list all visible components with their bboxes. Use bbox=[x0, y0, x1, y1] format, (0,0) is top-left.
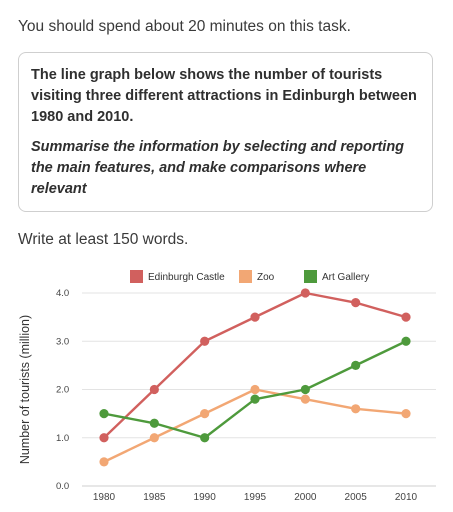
data-point bbox=[300, 394, 310, 404]
y-tick-label: 3.0 bbox=[56, 336, 69, 347]
task-instruction: Summarise the information by selecting a… bbox=[31, 139, 405, 197]
data-point bbox=[250, 312, 260, 322]
x-tick-label: 2000 bbox=[294, 492, 317, 503]
data-point bbox=[250, 394, 260, 404]
word-count-requirement: Write at least 150 words. bbox=[18, 231, 189, 248]
x-tick-label: 1985 bbox=[143, 492, 166, 503]
legend-swatch bbox=[304, 270, 317, 283]
data-point bbox=[149, 384, 159, 395]
data-point bbox=[200, 409, 210, 419]
y-tick-label: 2.0 bbox=[56, 385, 69, 396]
data-point bbox=[401, 409, 411, 419]
data-point bbox=[250, 384, 260, 395]
x-tick-label: 1980 bbox=[93, 492, 116, 503]
data-point bbox=[200, 433, 210, 443]
y-tick-label: 0.0 bbox=[56, 481, 69, 492]
legend-swatch bbox=[130, 270, 143, 283]
data-point bbox=[401, 336, 411, 346]
data-point bbox=[351, 360, 361, 370]
tourists-line-chart: 0.0 1.0 2.0 3.0 4.0 1980 1985 1990 1995 2000 2005 2… bbox=[18, 270, 436, 503]
data-point bbox=[351, 298, 361, 308]
data-point bbox=[351, 404, 361, 414]
data-point bbox=[99, 433, 109, 443]
legend: Edinburgh Castle Zoo Art Gallery bbox=[130, 270, 369, 283]
x-tick-label: 2005 bbox=[345, 492, 368, 503]
y-axis-label: Number of tourists (million) bbox=[18, 315, 32, 464]
data-point bbox=[99, 457, 109, 467]
legend-label: Zoo bbox=[257, 272, 275, 283]
task-time-instruction: You should spend about 20 minutes on thi… bbox=[18, 18, 351, 35]
task-prompt-box: The line graph below shows the number of… bbox=[18, 52, 433, 212]
data-point bbox=[99, 409, 109, 419]
y-tick-label: 1.0 bbox=[56, 433, 69, 444]
data-point bbox=[300, 384, 310, 395]
x-tick-label: 2010 bbox=[395, 492, 418, 503]
axis-labels: 0.0 1.0 2.0 3.0 4.0 1980 1985 1990 1995 2000 2005 2… bbox=[18, 288, 418, 503]
x-tick-label: 1990 bbox=[194, 492, 217, 503]
data-point bbox=[300, 288, 310, 298]
data-point bbox=[149, 418, 159, 428]
x-tick-label: 1995 bbox=[244, 492, 267, 503]
data-point bbox=[401, 312, 411, 322]
y-tick-label: 4.0 bbox=[56, 288, 69, 299]
legend-label: Edinburgh Castle bbox=[148, 272, 225, 283]
series-lines bbox=[99, 288, 411, 467]
data-point bbox=[200, 336, 210, 346]
legend-swatch bbox=[239, 270, 252, 283]
data-point bbox=[149, 433, 159, 443]
task-description: The line graph below shows the number of… bbox=[31, 67, 417, 125]
legend-label: Art Gallery bbox=[322, 272, 369, 283]
